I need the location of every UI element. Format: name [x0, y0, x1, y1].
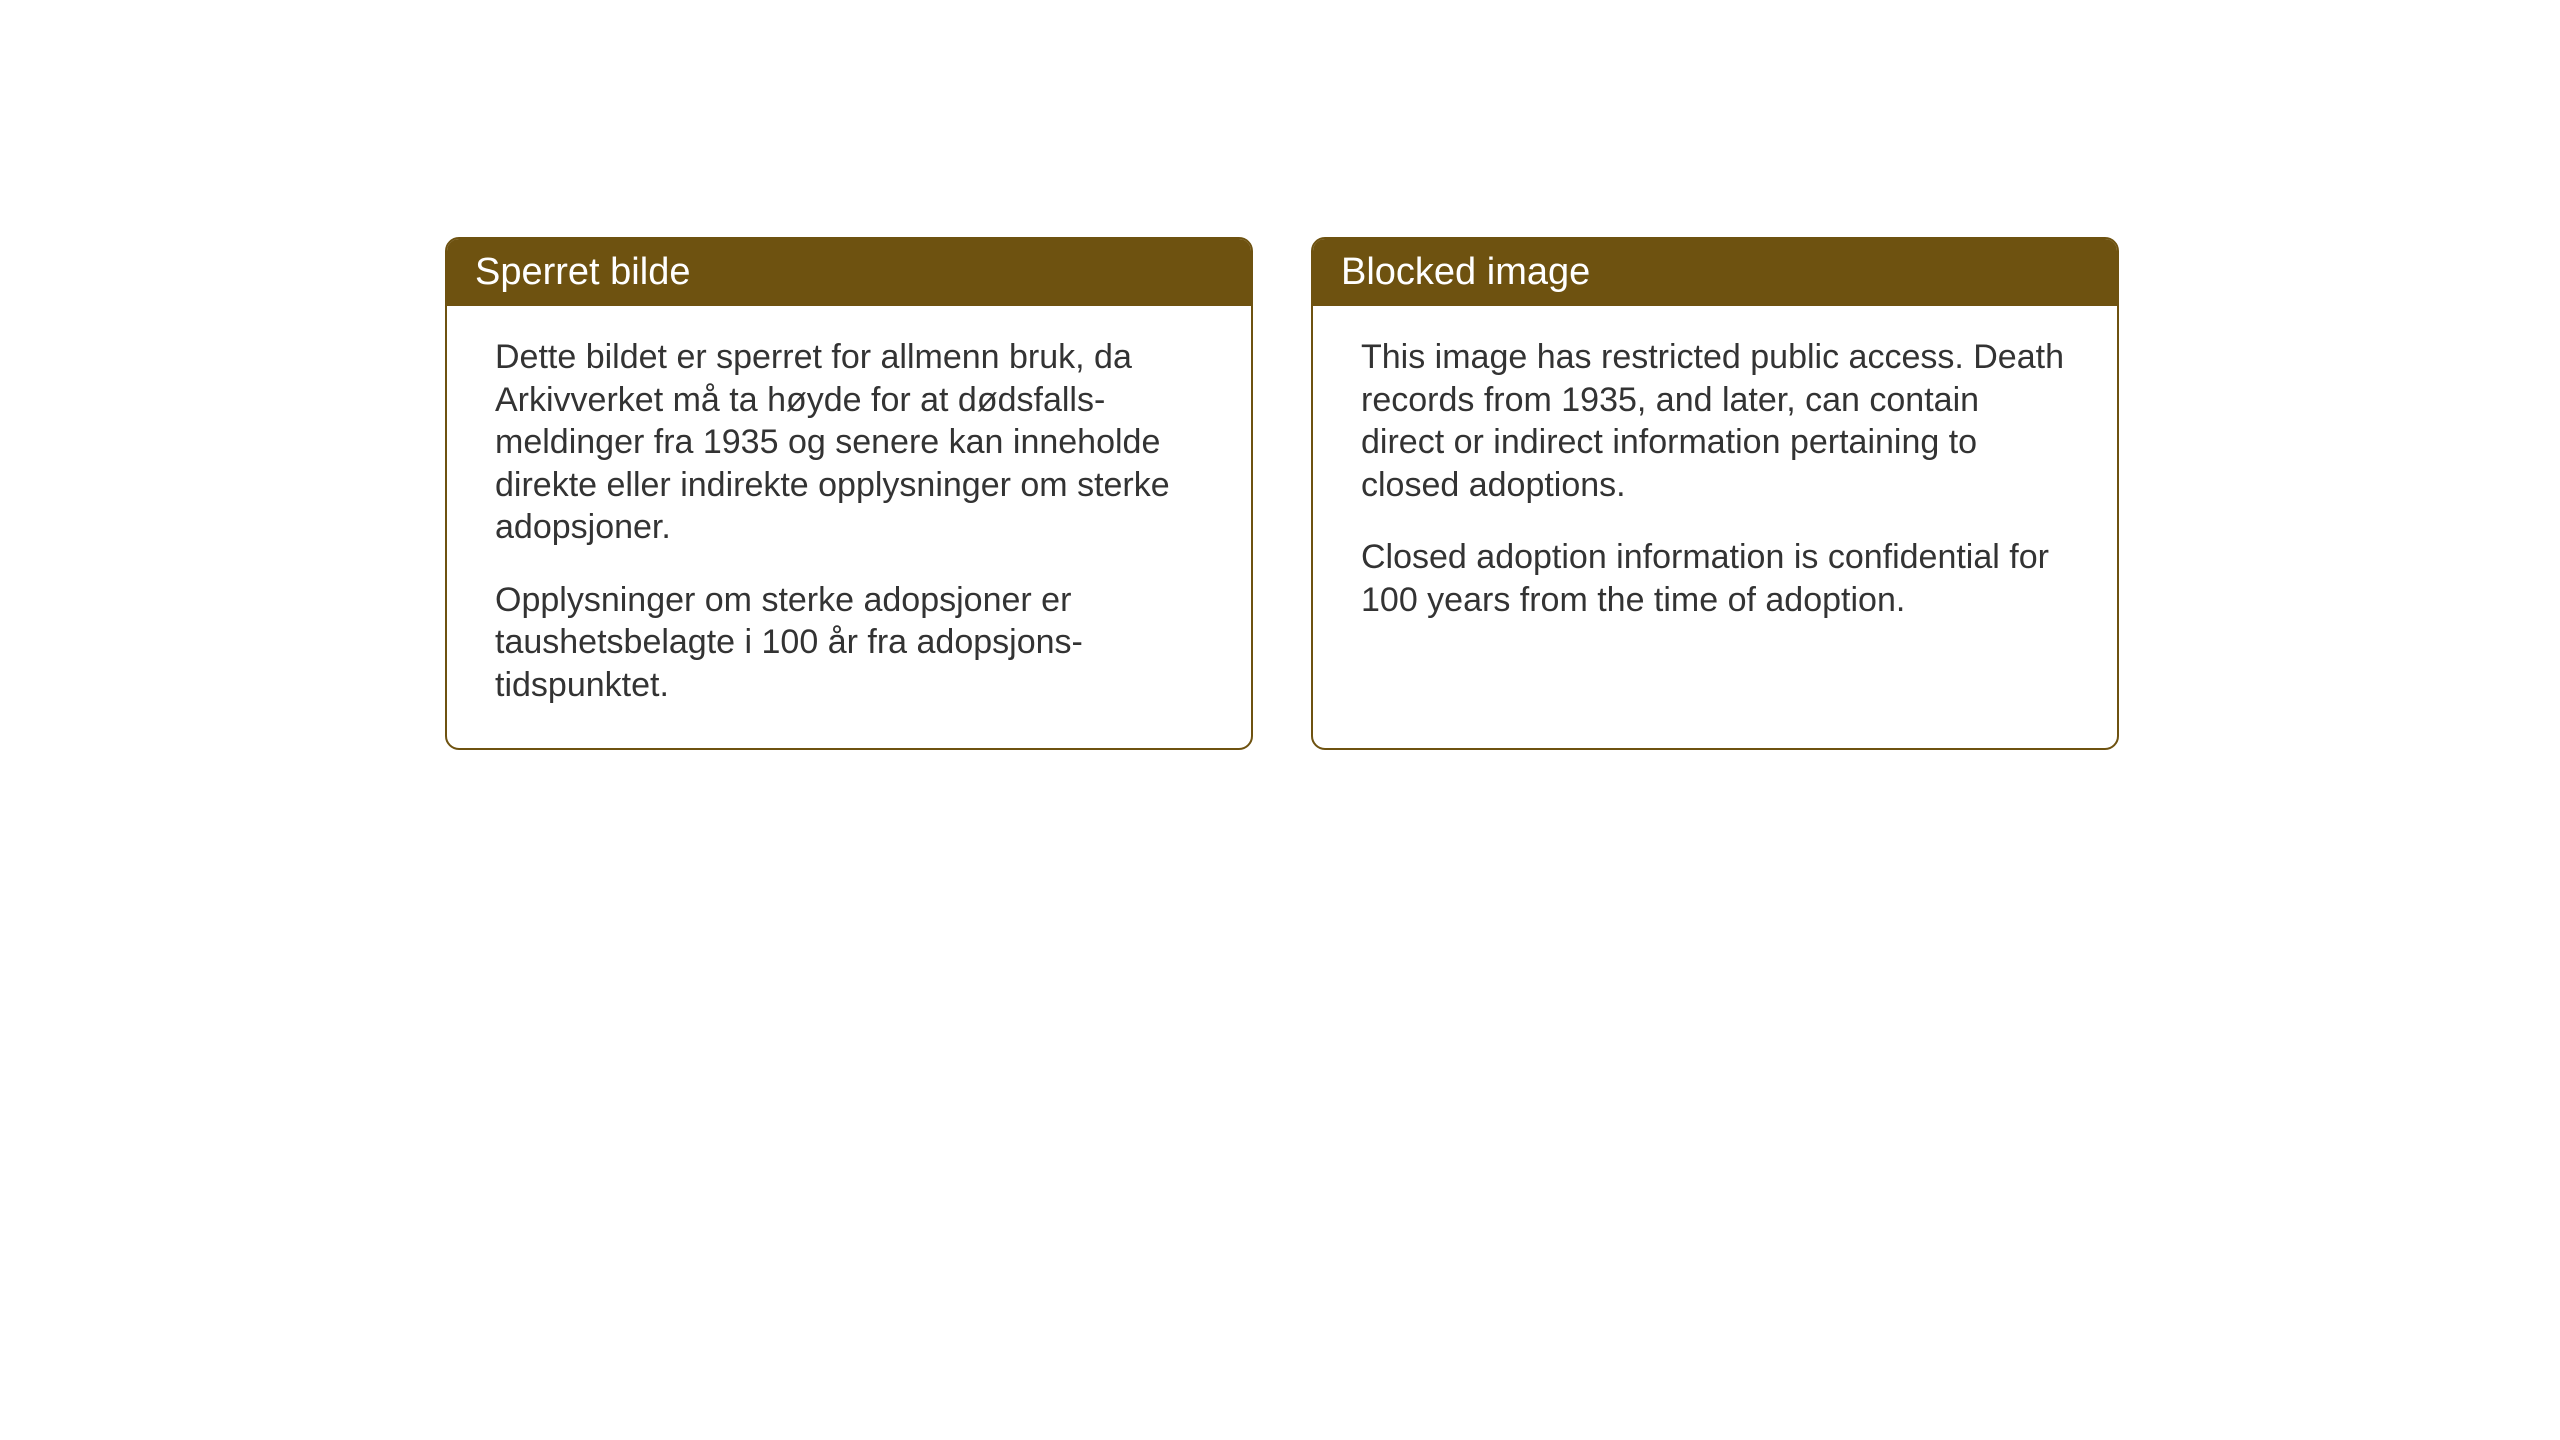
card-paragraph-english-2: Closed adoption information is confident…	[1361, 536, 2069, 621]
card-paragraph-english-1: This image has restricted public access.…	[1361, 336, 2069, 506]
card-body-norwegian: Dette bildet er sperret for allmenn bruk…	[447, 306, 1251, 746]
card-paragraph-norwegian-2: Opplysninger om sterke adopsjoner er tau…	[495, 579, 1203, 707]
notice-card-english: Blocked image This image has restricted …	[1311, 237, 2119, 750]
card-title-norwegian: Sperret bilde	[475, 251, 690, 293]
notice-container: Sperret bilde Dette bildet er sperret fo…	[445, 237, 2119, 750]
card-paragraph-norwegian-1: Dette bildet er sperret for allmenn bruk…	[495, 336, 1203, 549]
card-header-norwegian: Sperret bilde	[447, 239, 1251, 306]
card-title-english: Blocked image	[1341, 251, 1590, 293]
card-header-english: Blocked image	[1313, 239, 2117, 306]
notice-card-norwegian: Sperret bilde Dette bildet er sperret fo…	[445, 237, 1253, 750]
card-body-english: This image has restricted public access.…	[1313, 306, 2117, 661]
